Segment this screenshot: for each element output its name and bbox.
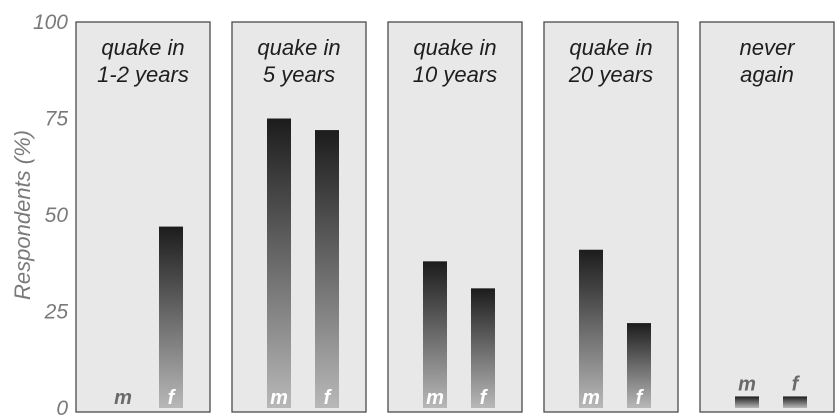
y-tick-label: 0 xyxy=(56,397,68,415)
y-axis-label: Respondents (%) xyxy=(10,130,35,300)
bar-label-f: f xyxy=(168,387,177,409)
bar-label-f: f xyxy=(636,387,645,409)
panel-title-line: never xyxy=(739,35,796,60)
panel-title-line: again xyxy=(740,62,794,87)
y-tick-label: 25 xyxy=(44,301,69,324)
bar-label-m: m xyxy=(582,387,600,409)
bar-label-m: m xyxy=(114,387,132,409)
bar-m xyxy=(735,396,759,408)
panel: quake in5 years m f xyxy=(231,21,367,413)
bar-label-m: m xyxy=(270,387,288,409)
panel-title-line: 1-2 years xyxy=(97,62,189,87)
bar-label-f: f xyxy=(480,387,489,409)
bar-label-f: f xyxy=(324,387,333,409)
bar-label-f: f xyxy=(792,373,801,395)
y-axis: 0 25 50 75 100 Respondents (%) xyxy=(10,11,68,415)
bar-label-m: m xyxy=(738,373,756,395)
panel-title-line: quake in xyxy=(413,35,496,60)
bar-m xyxy=(267,118,291,408)
panel-background xyxy=(75,21,211,413)
panel-background xyxy=(231,21,367,413)
bar-f xyxy=(471,288,495,408)
y-tick-label: 50 xyxy=(45,204,69,227)
bar-m xyxy=(579,249,603,408)
bar-label-m: m xyxy=(426,387,444,409)
panel-title-line: quake in xyxy=(257,35,340,60)
y-tick-label: 75 xyxy=(45,108,69,131)
bar-m xyxy=(423,261,447,408)
panel-title-line: 20 years xyxy=(568,62,653,87)
y-tick-label: 100 xyxy=(33,11,68,34)
panel: quake in1-2 years m f xyxy=(75,21,211,413)
panel-title-line: quake in xyxy=(101,35,184,60)
panel-title-line: 10 years xyxy=(413,62,497,87)
panel-title-line: 5 years xyxy=(263,62,335,87)
panel-title-line: quake in xyxy=(569,35,652,60)
panel-background xyxy=(699,21,835,413)
bar-f xyxy=(783,396,807,408)
panel-background xyxy=(387,21,523,413)
bar-f xyxy=(627,323,651,408)
bar-f xyxy=(315,130,339,408)
panel-background xyxy=(543,21,679,413)
bar-f xyxy=(159,226,183,408)
